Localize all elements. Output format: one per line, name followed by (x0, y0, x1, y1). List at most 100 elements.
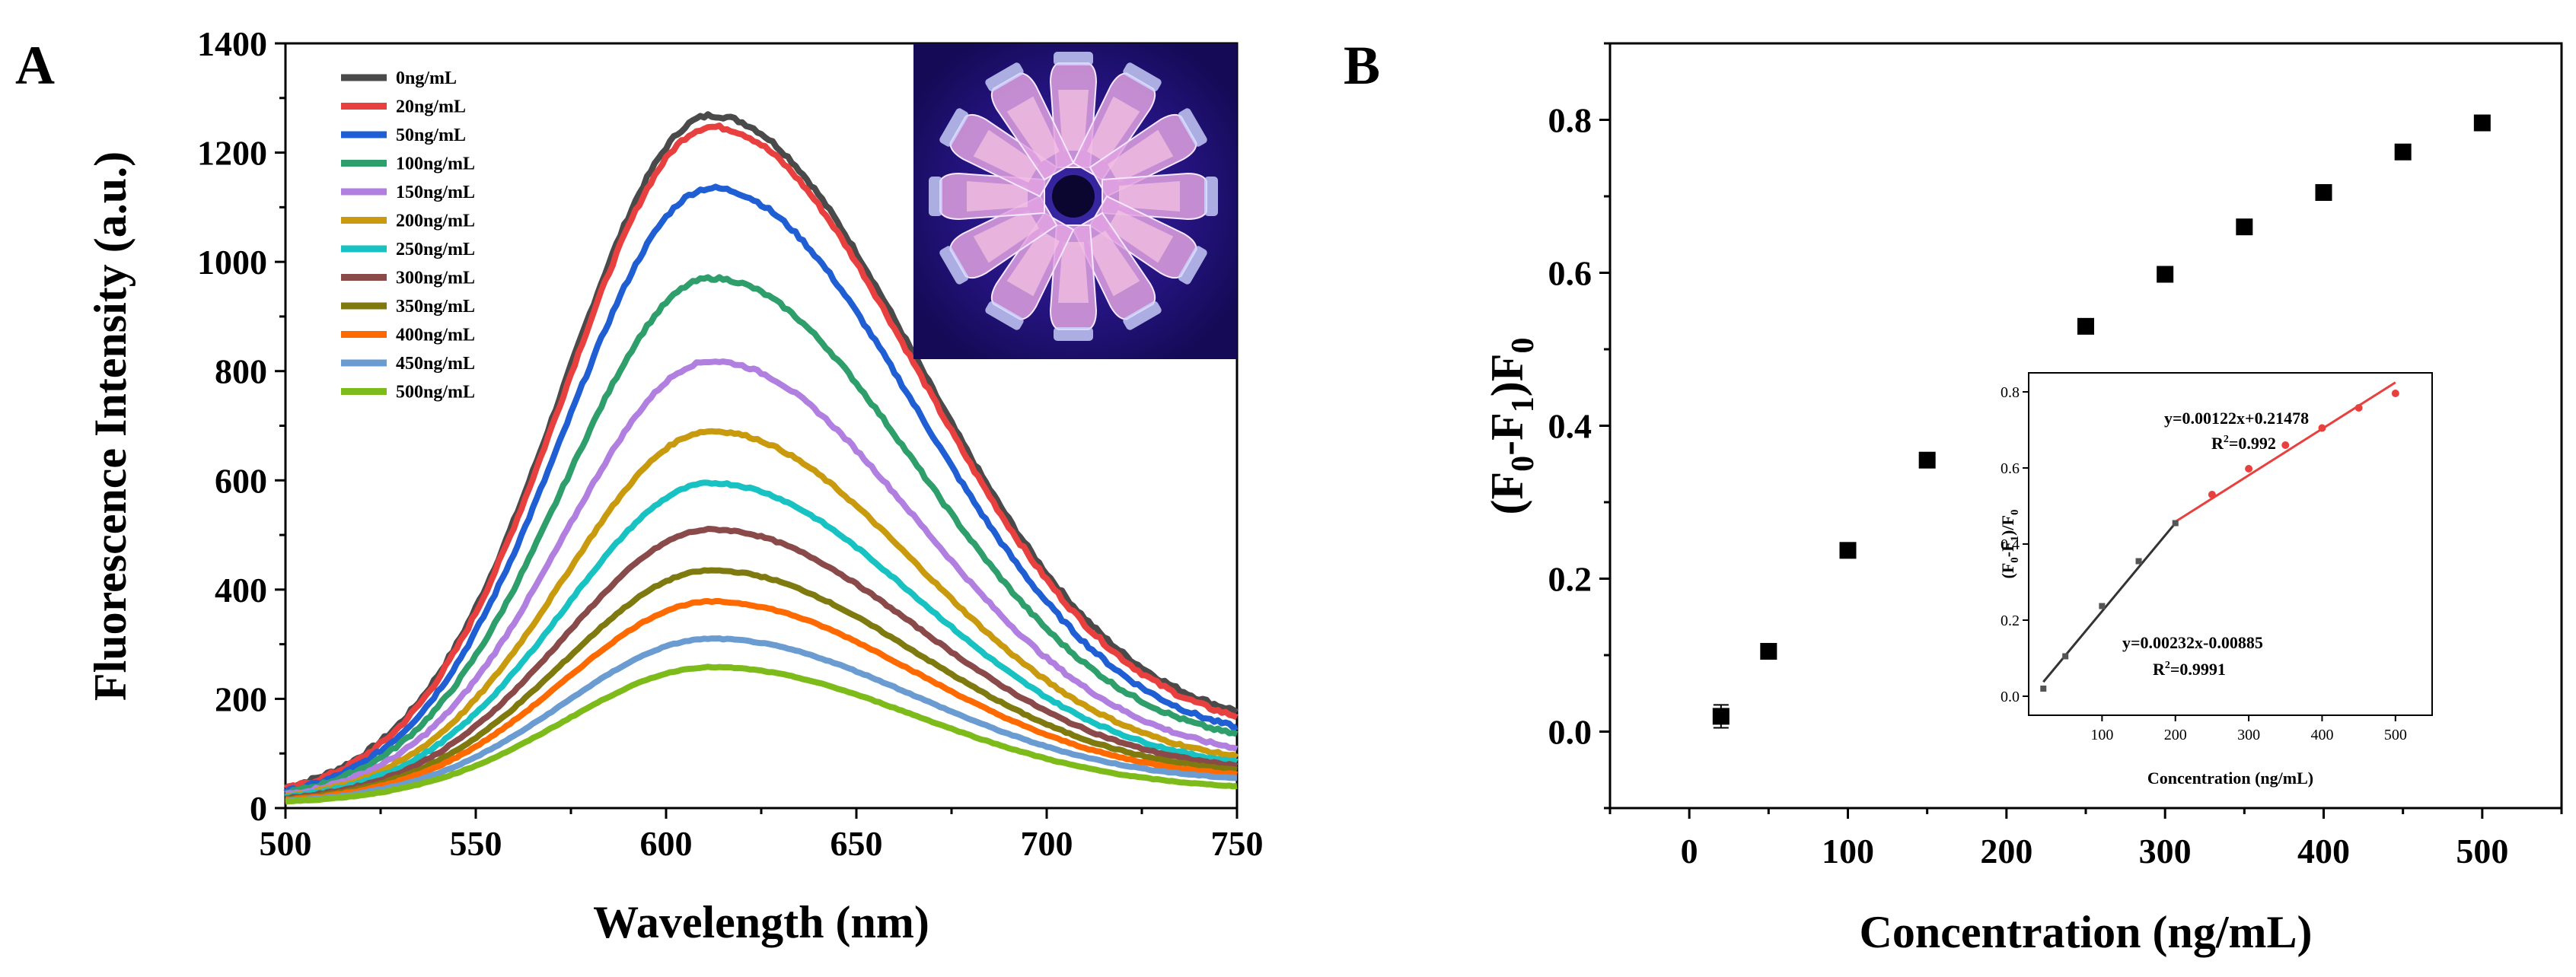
y-tick-label: 1000 (197, 243, 267, 282)
legend-entry: 150ng/mL (396, 183, 475, 202)
tube-cap (1204, 177, 1218, 216)
legend-entry: 20ng/mL (396, 97, 466, 117)
panel-b-inset: 100 200 300 400 500 0.0 0.2 0.4 0.6 0.8 y=0.0012… (1994, 369, 2451, 788)
panel-b-y-ticks: 0.0 0.2 0.4 0.6 0.8 (1548, 42, 1610, 810)
tube-liquid (1086, 96, 1140, 163)
inset-background (1994, 369, 2451, 715)
y-tick-label: 1200 (197, 134, 267, 173)
legend-entry: 450ng/mL (396, 354, 475, 374)
inset-point-high (2354, 404, 2363, 412)
tube-liquid (1086, 230, 1140, 297)
data-point (1712, 708, 1730, 725)
inset-y-tick-label: 0.4 (2001, 536, 2020, 553)
inset-x-tick-label: 300 (2237, 727, 2260, 743)
tube-liquid (1006, 96, 1060, 163)
inset-point-high (2208, 491, 2216, 498)
x-tick-label: 200 (1980, 832, 2032, 870)
spectrum-line-350ng/mL (285, 567, 1238, 803)
tube-liquid (1006, 230, 1060, 297)
panel-a-y-label: Fluorescence Intensity (a.u.) (85, 151, 135, 701)
inset-y-tick-label: 0.2 (2001, 613, 2020, 629)
data-point (2315, 183, 2332, 201)
data-point (1839, 542, 1857, 559)
y-tick-label: 0.8 (1548, 101, 1592, 140)
x-tick-label: 500 (2456, 832, 2508, 870)
x-tick-label: 700 (1021, 824, 1073, 863)
y-tick-label: 200 (215, 679, 267, 718)
panel-a-x-ticks: 500 550 600 650 700 750 (260, 808, 1264, 863)
spectrum-line-450ng/mL (285, 635, 1238, 804)
tube-cap (1054, 327, 1093, 341)
tube (1089, 108, 1207, 198)
data-point (2236, 218, 2253, 236)
data-point (1918, 451, 1936, 469)
tube (1072, 62, 1162, 181)
tube (939, 108, 1058, 198)
inset-y-tick-label: 0.6 (2001, 460, 2020, 477)
y-tick-label: 0 (250, 789, 267, 828)
inset-point-low (2040, 686, 2047, 692)
inset-x-tick-label: 500 (2384, 727, 2407, 743)
tube-liquid (967, 181, 1028, 212)
tube (939, 195, 1058, 285)
purple-fluorescence-tubes-photo (913, 43, 1237, 359)
y-tick-label: 0.0 (1548, 713, 1592, 752)
y-tick-label: 0.4 (1548, 407, 1592, 446)
panel-b-label: B (1344, 35, 1380, 96)
tube-liquid (1107, 129, 1174, 183)
spectrum-line-100ng/mL (284, 274, 1239, 797)
inset-x-tick-label: 200 (2164, 727, 2187, 743)
data-point (2394, 143, 2412, 161)
inset-x-ticks: 100 200 300 400 500 (2090, 715, 2407, 743)
legend-entry: 350ng/mL (396, 297, 475, 317)
tube-cap (1054, 52, 1093, 65)
legend-entry: 0ng/mL (396, 68, 457, 88)
y-tick-label: 0.2 (1548, 560, 1592, 599)
inset-point-low (2172, 520, 2179, 527)
inset-point-low (2099, 603, 2106, 609)
inset-point-low (2062, 653, 2069, 660)
tube-cap (939, 108, 969, 147)
panel-b-y-label: (F0-F1)F0 (1482, 338, 1541, 515)
y-tick-label: 600 (215, 461, 267, 500)
inset-y-tick-label: 0.0 (2001, 689, 2020, 705)
tube-liquid (973, 209, 1040, 263)
x-tick-label: 600 (640, 824, 693, 863)
y-tick-label: 400 (215, 571, 267, 609)
y-tick-label: 0.6 (1548, 254, 1592, 293)
tube-liquid (1058, 242, 1089, 303)
x-tick-label: 500 (260, 824, 312, 863)
x-tick-label: 100 (1822, 832, 1874, 870)
x-tick-label: 550 (450, 824, 502, 863)
panel-b-x-ticks: 0 100 200 300 400 500 (1608, 808, 2563, 870)
spectrum-line-300ng/mL (285, 526, 1239, 802)
tube-cap (985, 301, 1024, 330)
spectrum-line-150ng/mL (285, 358, 1239, 797)
inset-point-high (2245, 465, 2253, 473)
spectrum-line-250ng/mL (285, 479, 1239, 801)
panel-a-x-label: Wavelength (nm) (593, 897, 929, 947)
fit-low-r2: R2=0.9991 (2153, 660, 2226, 679)
inset-point-low (2135, 558, 2142, 565)
panel-a-curves (283, 111, 1239, 805)
data-point (1760, 642, 1777, 660)
y-tick-label: 800 (215, 352, 267, 391)
tube-cap (939, 246, 969, 285)
tube-ring (929, 52, 1218, 341)
x-tick-label: 400 (2297, 832, 2350, 870)
legend-entry: 200ng/mL (396, 212, 475, 231)
tube-liquid (1119, 181, 1180, 212)
legend-entry: 500ng/mL (396, 383, 475, 403)
inset-y-tick-label: 0.8 (2001, 384, 2020, 401)
spectrum-line-20ng/mL (284, 123, 1239, 791)
inset-points (2040, 390, 2399, 692)
tube-cap (1123, 301, 1162, 330)
legend-entry: 100ng/mL (396, 154, 475, 174)
tube (1072, 212, 1162, 330)
inset-x-label: Concentration (ng/mL) (2147, 769, 2313, 788)
tube-cap (1178, 246, 1207, 285)
inset-y-ticks: 0.0 0.2 0.4 0.6 0.8 (2001, 384, 2029, 705)
inset-point-high (2391, 390, 2399, 397)
x-tick-label: 0 (1681, 832, 1698, 870)
